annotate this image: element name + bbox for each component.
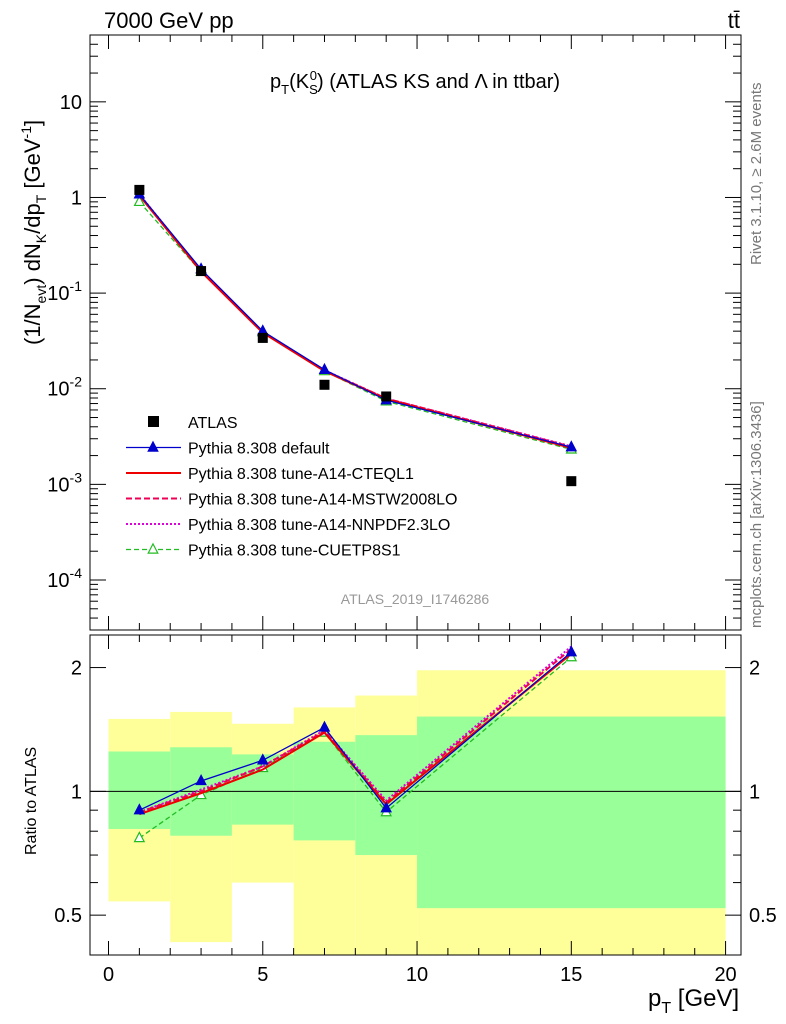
svg-text:pT(KS0) (ATLAS KS and Λ in ttb: pT(KS0) (ATLAS KS and Λ in ttbar) (270, 68, 560, 97)
top-frame (89, 34, 742, 631)
ratio-tick-label-right: 0.5 (749, 905, 777, 927)
legend: ATLAS Pythia 8.308 default Pythia 8.308 tu… (126, 415, 457, 560)
svg-text:pT [GeV]: pT [GeV] (648, 985, 739, 1017)
x-tick-label: 5 (257, 964, 268, 986)
svg-text:(1/Nevt) dNK/dpT [GeV-1]: (1/Nevt) dNK/dpT [GeV-1] (18, 120, 49, 345)
data-point (565, 645, 578, 657)
legend-item-default: Pythia 8.308 default (126, 441, 330, 458)
ratio-tick-label-right: 1 (749, 781, 760, 803)
top-plot-area: 10 1 10-1 10-2 10-3 10-4 (47, 34, 742, 631)
ratio-line-mstw (139, 648, 572, 814)
legend-label: Pythia 8.308 tune-A14-NNPDF2.3LO (188, 517, 450, 534)
data-point (133, 803, 146, 815)
series-line-mstw (138, 194, 572, 448)
band-inner-0 (108, 751, 171, 829)
ratio-tick-label-left: 1 (71, 781, 82, 803)
series-line-default (138, 193, 572, 448)
bottom-frame (89, 634, 742, 956)
y-tick-label: 10 (60, 92, 82, 114)
ratio-tick-label-left: 2 (71, 658, 82, 680)
series-line-nnpdf (138, 193, 572, 448)
data-point (195, 774, 207, 786)
legend-item-cteql1: Pythia 8.308 tune-A14-CTEQL1 (126, 466, 414, 483)
bottom-ylabel: Ratio to ATLAS (23, 747, 40, 855)
y-tick-label: 10-2 (47, 374, 82, 401)
data-point (147, 440, 159, 452)
data-point (133, 194, 146, 207)
ratio-tick-label-left: 0.5 (54, 905, 82, 927)
data-point (196, 266, 207, 277)
legend-label: ATLAS (188, 415, 238, 432)
legend-item-cuetp8s1: Pythia 8.308 tune-CUETP8S1 (126, 543, 401, 560)
legend-item-nnpdf: Pythia 8.308 tune-A14-NNPDF2.3LO (126, 517, 450, 534)
data-point (566, 476, 577, 487)
ratio-line-default (139, 651, 572, 811)
legend-item-data: ATLAS (148, 415, 238, 432)
legend-marker (148, 416, 159, 427)
data-point (257, 332, 268, 343)
ratio-line-cteql1 (139, 653, 572, 816)
data-point (319, 379, 330, 390)
plot-title: pT(KS0) (ATLAS KS and Λ in ttbar) (270, 68, 560, 97)
series-line-cteql1 (138, 194, 572, 449)
band-inner-5 (417, 716, 726, 909)
x-tick-label: 0 (103, 964, 114, 986)
legend-label: Pythia 8.308 tune-A14-CTEQL1 (188, 466, 414, 483)
xlabel: pT [GeV] (648, 985, 739, 1017)
band-inner-4 (355, 735, 418, 856)
legend-item-mstw: Pythia 8.308 tune-A14-MSTW2008LO (126, 492, 457, 509)
y-tick-label: 10-1 (47, 278, 82, 305)
data-point (380, 801, 392, 813)
data-point (318, 362, 331, 374)
x-tick-label: 10 (406, 964, 428, 986)
data-point (318, 720, 331, 732)
data-point (381, 391, 392, 402)
data-point (133, 831, 146, 843)
rivet-label: Rivet 3.1.10, ≥ 2.6M events (748, 83, 765, 266)
energy-label: 7000 GeV pp (104, 8, 234, 33)
ratio-tick-label-right: 2 (749, 658, 760, 680)
process-label: tt̄ (728, 8, 740, 33)
mcplots-label: mcplots.cern.ch [arXiv:1306.3436] (748, 401, 765, 628)
y-tick-label: 1 (71, 187, 82, 209)
x-tick-label: 20 (714, 964, 736, 986)
legend-label: Pythia 8.308 default (188, 441, 330, 458)
series-line-cuetp8s1 (138, 201, 572, 451)
y-tick-label: 10-4 (47, 565, 82, 592)
ratio-plot-area: 0 5 10 15 20 0.5 0.5 1 1 2 2 (54, 634, 777, 986)
data-point (147, 542, 159, 554)
legend-label: Pythia 8.308 tune-A14-MSTW2008LO (188, 492, 457, 509)
ratio-line-nnpdf (139, 645, 572, 814)
legend-label: Pythia 8.308 tune-CUETP8S1 (188, 543, 401, 560)
data-point (256, 753, 269, 765)
watermark: ATLAS_2019_I1746286 (341, 591, 490, 607)
top-ylabel: (1/Nevt) dNK/dpT [GeV-1] (18, 120, 49, 345)
data-point (565, 440, 578, 452)
y-tick-label: 10-3 (47, 469, 82, 496)
x-tick-label: 15 (560, 964, 582, 986)
data-point (134, 184, 145, 195)
